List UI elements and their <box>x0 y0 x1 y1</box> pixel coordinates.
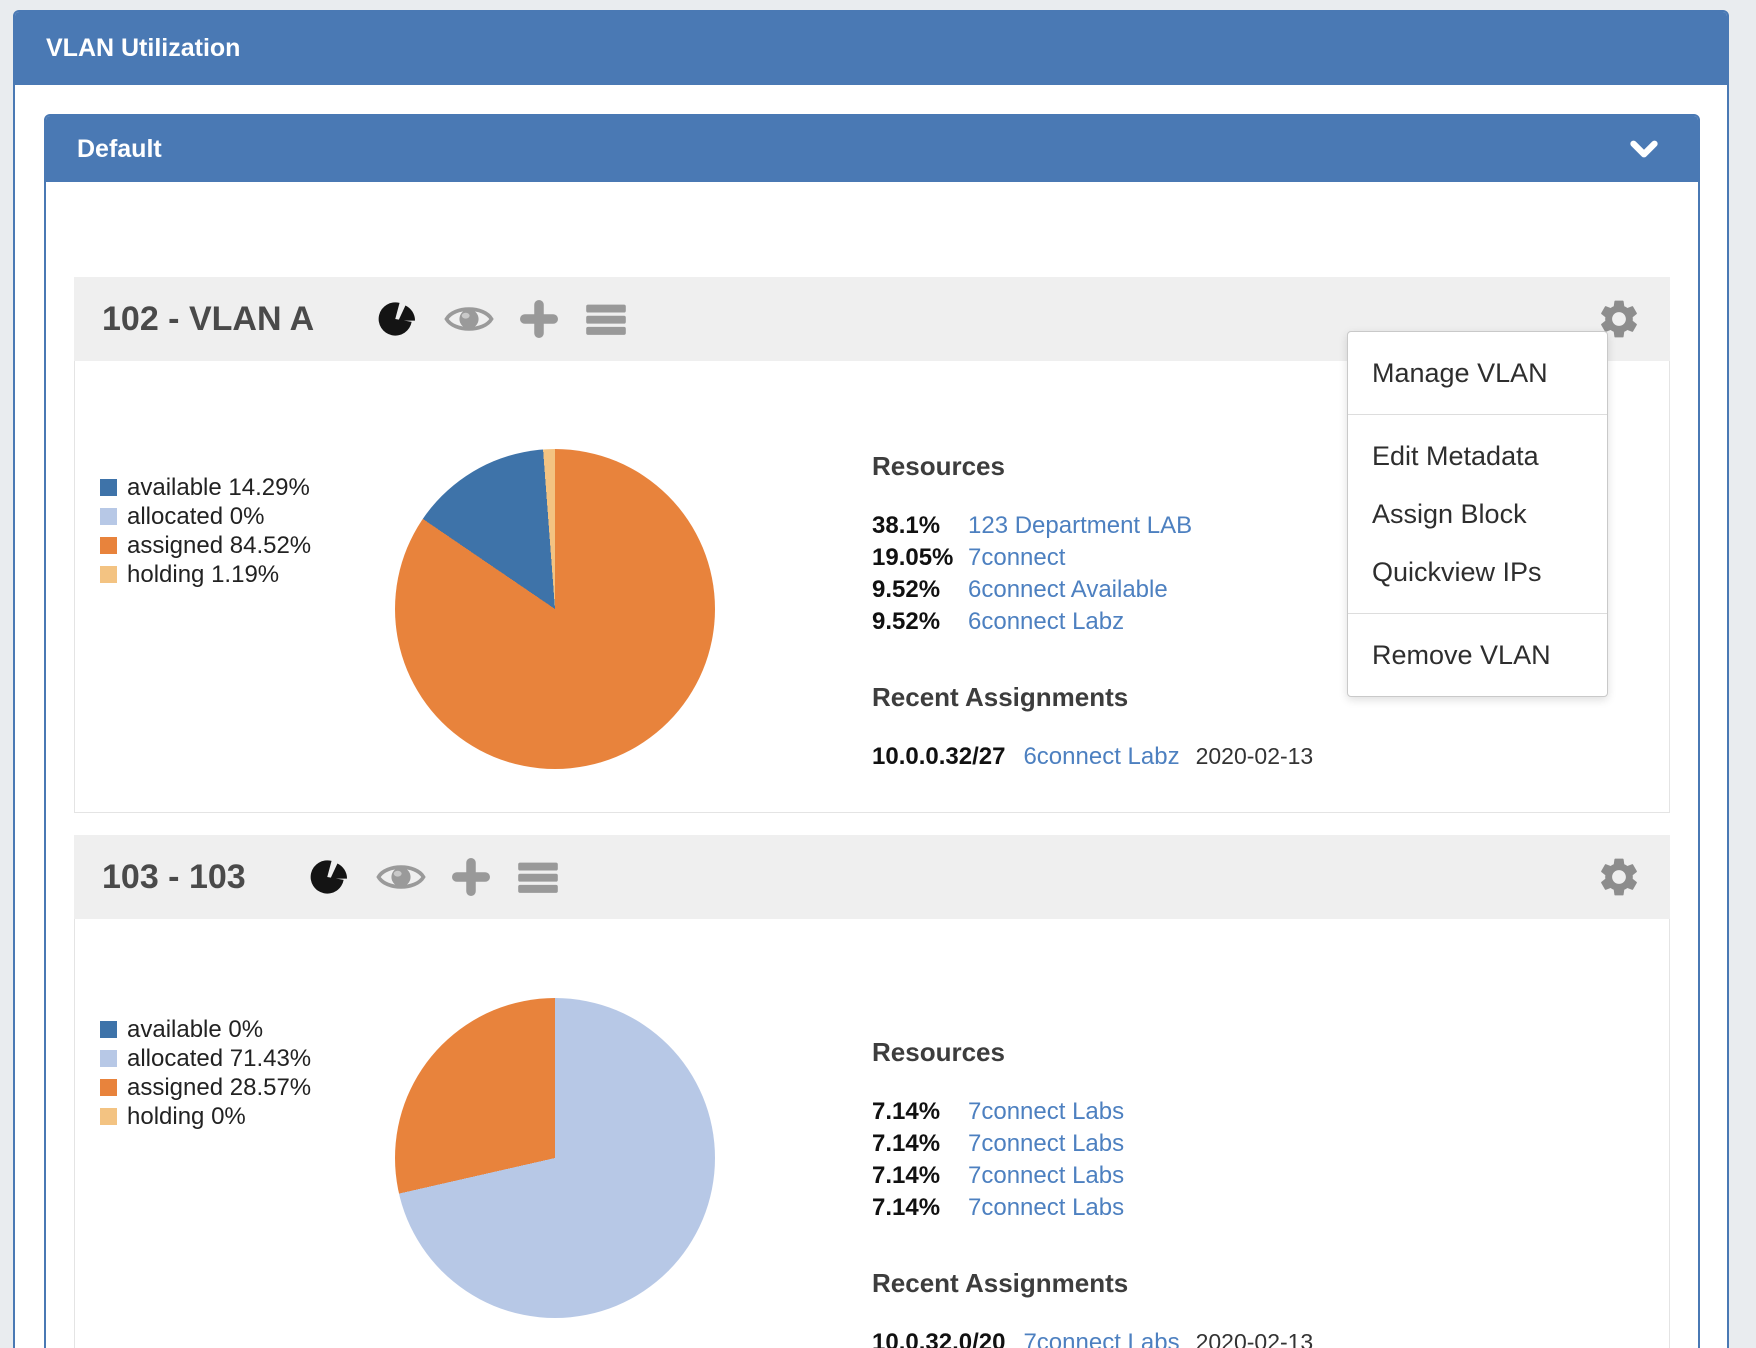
group-title: Default <box>77 134 162 163</box>
page-title: VLAN Utilization <box>46 34 241 62</box>
resource-row: 7.14% 7connect Labs <box>872 1098 1125 1125</box>
resource-link[interactable]: 6connect Labz <box>968 608 1125 635</box>
chevron-down-icon[interactable] <box>1626 131 1662 167</box>
pie-chart-icon[interactable] <box>308 855 350 899</box>
assignment-row: 10.0.32.0/20 7connect Labs 2020-02-13 <box>872 1329 1492 1348</box>
legend-swatch <box>100 508 117 525</box>
resource-link[interactable]: 7connect Labs <box>968 1098 1125 1125</box>
legend-swatch <box>100 1021 117 1038</box>
assignment-link[interactable]: 7connect Labs <box>1023 1329 1180 1348</box>
vlan-details: Resources 38.1% 123 Department LAB 19.05%… <box>872 451 1492 771</box>
list-icon[interactable] <box>516 859 560 895</box>
pie-chart <box>395 998 715 1318</box>
legend-item: assigned 84.52% <box>100 531 311 560</box>
plus-icon[interactable] <box>520 300 559 338</box>
eye-icon[interactable] <box>376 859 426 895</box>
pie-chart-icon[interactable] <box>376 297 418 341</box>
assignment-row: 10.0.0.32/27 6connect Labz 2020-02-13 <box>872 743 1492 771</box>
eye-icon[interactable] <box>444 301 494 337</box>
menu-item-edit-metadata[interactable]: Edit Metadata <box>1372 441 1539 471</box>
vlan-utilization-panel: VLAN Utilization Default 102 - VLAN A <box>13 10 1729 1348</box>
panel-header: VLAN Utilization <box>15 12 1727 85</box>
legend-item: holding 1.19% <box>100 560 311 589</box>
legend-swatch <box>100 1079 117 1096</box>
legend-item: available 14.29% <box>100 473 311 502</box>
legend-item: holding 0% <box>100 1102 311 1131</box>
resource-link[interactable]: 7connect Labs <box>968 1162 1125 1189</box>
legend-item: assigned 28.57% <box>100 1073 311 1102</box>
group-body: 102 - VLAN A <box>46 182 1698 1348</box>
assignment-date: 2020-02-13 <box>1195 1329 1314 1348</box>
panel-body: Default 102 - VLAN A <box>15 85 1727 1348</box>
menu-item-remove-vlan[interactable]: Remove VLAN <box>1372 640 1551 670</box>
assignment-date: 2020-02-13 <box>1195 743 1314 769</box>
resource-row: 38.1% 123 Department LAB <box>872 512 1193 539</box>
resource-row: 19.05% 7connect <box>872 544 1066 571</box>
recent-assignments-heading: Recent Assignments <box>872 1268 1129 1298</box>
resource-link[interactable]: 7connect Labs <box>968 1194 1125 1221</box>
pie-legend: available 14.29% allocated 0% assigned 8… <box>100 473 311 589</box>
resource-row: 7.14% 7connect Labs <box>872 1194 1125 1221</box>
legend-swatch <box>100 537 117 554</box>
resource-link[interactable]: 6connect Available <box>968 576 1168 603</box>
vlan-card-header: 103 - 103 <box>74 835 1670 919</box>
assignment-block: 10.0.32.0/20 <box>872 1329 1006 1348</box>
plus-icon[interactable] <box>451 858 490 896</box>
resource-row: 7.14% 7connect Labs <box>872 1162 1125 1189</box>
pie-chart <box>395 449 715 769</box>
menu-item-manage-vlan[interactable]: Manage VLAN <box>1372 358 1548 388</box>
resources-heading: Resources <box>872 1037 1005 1067</box>
resource-row: 9.52% 6connect Available <box>872 576 1168 603</box>
menu-section: Remove VLAN <box>1348 613 1607 696</box>
vlan-card-body: available 0% allocated 71.43% assigned 2… <box>74 919 1670 1348</box>
menu-section: Edit Metadata Assign Block Quickview IPs <box>1348 414 1607 613</box>
list-icon[interactable] <box>584 301 628 337</box>
resource-link[interactable]: 7connect Labs <box>968 1130 1125 1157</box>
legend-item: allocated 0% <box>100 502 311 531</box>
gear-icon[interactable] <box>1596 854 1642 900</box>
vlan-title: 102 - VLAN A <box>102 299 315 338</box>
vlan-toolbar <box>376 297 628 341</box>
vlan-context-menu: Manage VLAN Edit Metadata Assign Block Q… <box>1347 331 1608 697</box>
pie-legend: available 0% allocated 71.43% assigned 2… <box>100 1015 311 1131</box>
vlan-details: Resources 7.14% 7connect Labs 7.14% 7conne… <box>872 1037 1492 1348</box>
legend-swatch <box>100 1108 117 1125</box>
legend-swatch <box>100 566 117 583</box>
menu-item-quickview-ips[interactable]: Quickview IPs <box>1372 557 1542 587</box>
vlan-toolbar <box>308 855 560 899</box>
vlan-title: 103 - 103 <box>102 857 246 896</box>
group-header[interactable]: Default <box>46 116 1698 182</box>
legend-item: allocated 71.43% <box>100 1044 311 1073</box>
legend-swatch <box>100 479 117 496</box>
menu-section: Manage VLAN <box>1348 332 1607 414</box>
assignment-link[interactable]: 6connect Labz <box>1023 743 1180 770</box>
gear-icon[interactable] <box>1596 296 1642 342</box>
resource-row: 7.14% 7connect Labs <box>872 1130 1125 1157</box>
resources-heading: Resources <box>872 451 1005 481</box>
resource-row: 9.52% 6connect Labz <box>872 608 1125 635</box>
recent-assignments-heading: Recent Assignments <box>872 682 1129 712</box>
group-panel-default: Default 102 - VLAN A <box>44 114 1700 1348</box>
menu-item-assign-block[interactable]: Assign Block <box>1372 499 1527 529</box>
vlan-card-103: 103 - 103 <box>74 835 1670 1348</box>
legend-swatch <box>100 1050 117 1067</box>
resource-link[interactable]: 7connect <box>968 544 1066 571</box>
assignment-block: 10.0.0.32/27 <box>872 743 1006 770</box>
legend-item: available 0% <box>100 1015 311 1044</box>
resource-link[interactable]: 123 Department LAB <box>968 512 1193 539</box>
